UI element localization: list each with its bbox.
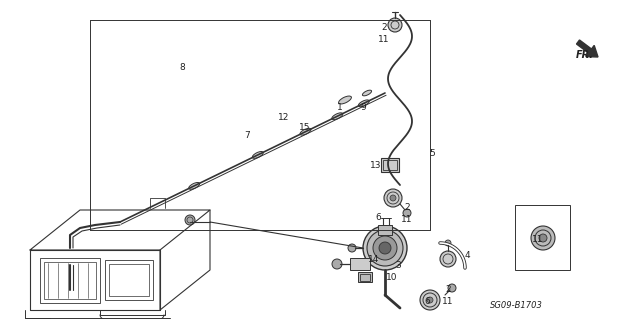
Bar	[350, 258, 370, 270]
Circle shape	[388, 18, 402, 32]
Circle shape	[531, 226, 555, 250]
Text: 13: 13	[371, 160, 381, 169]
Circle shape	[403, 209, 411, 217]
Text: 9: 9	[360, 102, 366, 112]
Circle shape	[348, 244, 356, 252]
Text: 3: 3	[395, 261, 401, 270]
Bar	[515, 205, 570, 270]
Ellipse shape	[252, 152, 263, 158]
Bar	[109, 264, 149, 296]
Text: 11: 11	[532, 235, 544, 244]
Circle shape	[390, 195, 396, 201]
Bar	[381, 158, 399, 172]
FancyArrow shape	[577, 40, 598, 57]
Text: 7: 7	[244, 130, 250, 139]
Circle shape	[427, 297, 433, 303]
Text: SG09-B1703: SG09-B1703	[490, 300, 543, 309]
Text: 15: 15	[300, 123, 311, 132]
Text: 4: 4	[464, 251, 470, 261]
Circle shape	[420, 290, 440, 310]
Bar	[378, 225, 392, 235]
Ellipse shape	[362, 90, 372, 96]
Text: 1: 1	[337, 102, 343, 112]
Circle shape	[445, 240, 451, 246]
Text: 8: 8	[179, 63, 185, 72]
Ellipse shape	[332, 113, 343, 120]
Text: 11: 11	[401, 216, 413, 225]
Text: 11: 11	[442, 296, 454, 306]
Text: 2: 2	[404, 203, 410, 211]
Bar	[44, 262, 96, 299]
Circle shape	[379, 242, 391, 254]
Circle shape	[185, 215, 195, 225]
Circle shape	[367, 230, 403, 266]
Circle shape	[384, 189, 402, 207]
Text: 11: 11	[378, 35, 390, 44]
Text: 14: 14	[368, 256, 380, 264]
Bar	[360, 274, 370, 281]
Text: FR.: FR.	[576, 50, 594, 60]
Circle shape	[448, 284, 456, 292]
Ellipse shape	[189, 182, 200, 189]
Bar	[358, 272, 372, 282]
Ellipse shape	[300, 128, 311, 135]
Text: 10: 10	[387, 273, 397, 283]
Text: 12: 12	[278, 114, 290, 122]
Text: 2: 2	[445, 285, 451, 293]
Circle shape	[332, 259, 342, 269]
Circle shape	[539, 234, 547, 242]
Ellipse shape	[339, 96, 351, 104]
Bar	[383, 160, 397, 170]
Text: 2: 2	[381, 24, 387, 33]
Text: 6: 6	[424, 296, 430, 306]
Circle shape	[440, 251, 456, 267]
Ellipse shape	[358, 100, 369, 107]
Bar	[105, 260, 153, 300]
Circle shape	[363, 226, 407, 270]
Text: 6: 6	[375, 213, 381, 222]
Text: 5: 5	[429, 149, 435, 158]
Circle shape	[373, 236, 397, 260]
Bar	[40, 258, 100, 303]
